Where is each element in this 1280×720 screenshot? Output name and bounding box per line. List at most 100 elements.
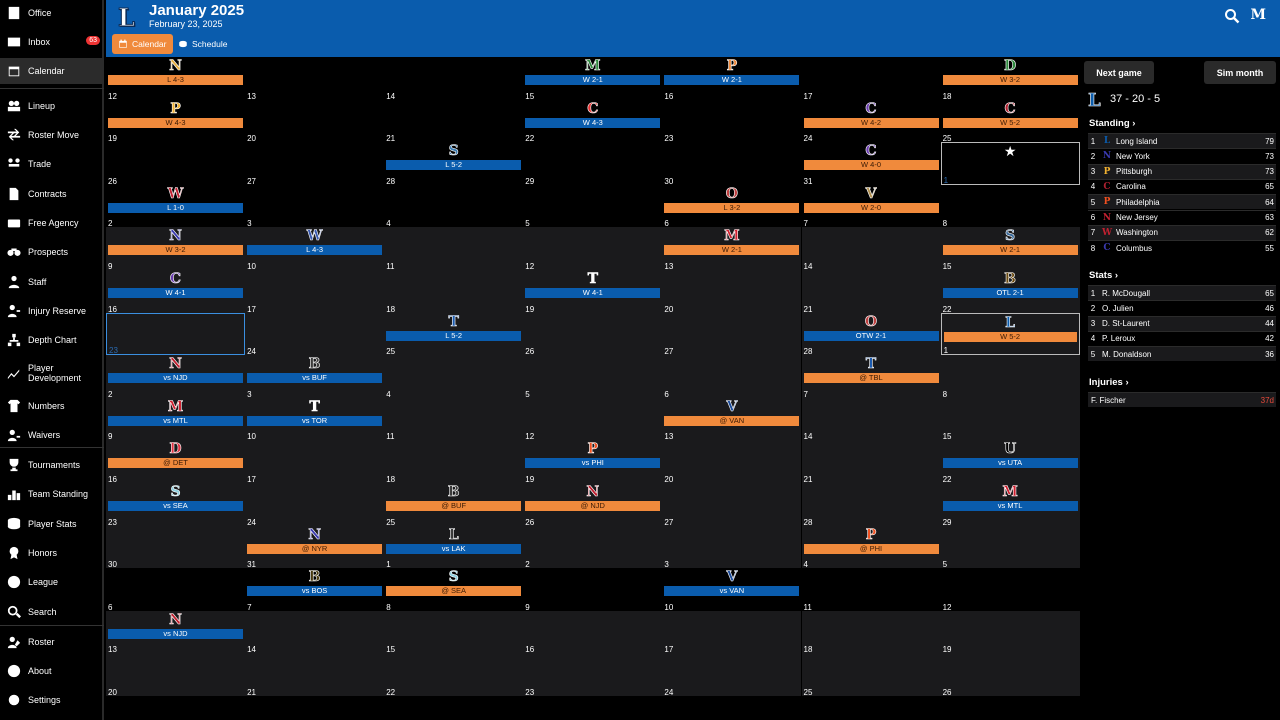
calendar-day-cell[interactable]: 9 [523,568,662,612]
game-result[interactable]: L 5-2 [386,160,522,171]
game-result[interactable]: W 5-2 [943,331,1077,342]
game-result[interactable]: vs MTL [942,501,1078,511]
standing-row[interactable]: 3 P Pittsburgh 73 [1088,163,1276,179]
calendar-day-cell[interactable]: 14 [801,397,941,441]
calendar-day-cell[interactable]: 21 [245,653,385,697]
sidebar-item-tournaments[interactable]: Tournaments [0,452,104,478]
sidebar-item-office[interactable]: Office [0,0,104,26]
injuries-header[interactable]: Injuries › [1089,377,1129,388]
sidebar-item-free-agency[interactable]: Free Agency [0,210,104,236]
calendar-day-cell[interactable]: 23 [106,312,245,356]
sidebar-item-trade[interactable]: Trade [0,151,104,177]
calendar-day-cell[interactable]: N @ NYR 31 [245,525,385,569]
sidebar-item-team-standing[interactable]: Team Standing [0,481,104,507]
sidebar-item-waivers[interactable]: Waivers [0,422,104,448]
game-result[interactable]: W 4-1 [108,288,243,298]
calendar-day-cell[interactable]: 17 [245,270,385,314]
calendar-day-cell[interactable]: 15 [940,397,1080,441]
calendar-day-cell[interactable]: 26 [940,653,1080,697]
game-result[interactable]: W 4-3 [108,117,243,128]
sim-month-button[interactable]: Sim month [1204,61,1276,84]
game-result[interactable]: W 2-1 [664,75,800,85]
calendar-day-cell[interactable]: 27 [245,142,384,186]
calendar-day-cell[interactable]: P @ PHI 4 [801,525,941,569]
game-result[interactable]: W 4-2 [803,117,939,128]
sidebar-item-about[interactable]: About [0,658,104,684]
calendar-day-cell[interactable]: 3 [662,525,802,569]
game-result[interactable]: OTL 2-1 [942,288,1078,298]
calendar-day-cell[interactable]: V @ VAN 13 [662,397,802,441]
calendar-day-cell[interactable]: 11 [384,227,524,271]
calendar-day-cell[interactable]: N @ NJD 26 [523,483,663,527]
calendar-day-cell[interactable]: 5 [940,525,1080,569]
stats-row[interactable]: 2 O. Julien 46 [1088,300,1276,315]
calendar-day-cell[interactable]: 6 [662,355,802,399]
sidebar-item-contracts[interactable]: Contracts [0,181,104,207]
calendar-day-cell[interactable]: 24 [245,312,385,356]
sidebar-item-roster[interactable]: Roster [0,629,104,655]
calendar-day-cell[interactable]: 15 [384,610,524,654]
calendar-day-cell[interactable]: 4 [384,185,523,228]
game-result[interactable]: L 4-3 [108,75,243,85]
calendar-day-cell[interactable]: 24 [245,483,385,527]
schedule-view-button[interactable]: Schedule [172,34,233,54]
calendar-day-cell[interactable]: 23 [523,653,663,697]
game-result[interactable]: W 2-0 [803,202,939,213]
calendar-day-cell[interactable]: 4 [384,355,524,399]
sidebar-item-staff[interactable]: Staff [0,269,104,295]
calendar-day-cell[interactable]: 21 [801,270,941,314]
calendar-day-cell[interactable]: T @ TBL 7 [801,355,941,399]
sidebar-item-search[interactable]: Search [0,599,104,625]
calendar-day-cell[interactable]: 16 [523,610,663,654]
stats-row[interactable]: 1 R. McDougall 65 [1088,285,1276,300]
game-result[interactable]: vs BOS [247,586,383,597]
sidebar-item-inbox[interactable]: Inbox 63 [0,29,104,55]
calendar-day-cell[interactable]: 27 [662,483,802,527]
calendar-day-cell[interactable]: 14 [801,227,941,271]
game-result[interactable]: W 5-2 [942,117,1078,128]
calendar-day-cell[interactable]: 6 [106,568,245,612]
game-result[interactable]: vs UTA [942,458,1078,469]
calendar-day-cell[interactable]: 22 [384,653,524,697]
calendar-day-cell[interactable]: 17 [662,610,802,654]
calendar-day-cell[interactable]: 26 [523,312,663,356]
standing-row[interactable]: 6 N New Jersey 63 [1088,209,1276,225]
calendar-day-cell[interactable]: 23 [662,100,801,143]
sidebar-item-roster-move[interactable]: Roster Move [0,122,104,148]
game-result[interactable]: W 4-1 [525,288,661,298]
calendar-day-cell[interactable]: 17 [802,57,941,101]
search-icon[interactable] [1224,8,1240,24]
game-result[interactable]: vs MTL [108,415,243,426]
calendar-day-cell[interactable]: 3 [245,185,384,228]
game-result[interactable]: @ BUF [386,501,522,511]
calendar-day-cell[interactable]: 18 [384,270,524,314]
game-result[interactable]: W 3-2 [942,75,1078,85]
calendar-day-cell[interactable]: 19 [940,610,1080,654]
game-result[interactable]: L 5-2 [386,330,522,341]
calendar-day-cell[interactable]: 20 [106,653,245,697]
game-result[interactable]: OTW 2-1 [803,330,939,341]
game-result[interactable]: @ DET [108,458,243,469]
calendar-day-cell[interactable]: 20 [662,440,802,484]
game-result[interactable]: vs LAK [386,543,522,554]
stats-row[interactable]: 3 D. St-Laurent 44 [1088,315,1276,331]
calendar-day-cell[interactable]: B @ BUF 25 [384,483,524,527]
sidebar-item-calendar[interactable]: Calendar [0,58,104,84]
game-result[interactable]: @ NYR [247,543,383,554]
calendar-day-cell[interactable]: 14 [384,57,523,101]
sidebar-item-settings[interactable]: Settings [0,687,104,713]
